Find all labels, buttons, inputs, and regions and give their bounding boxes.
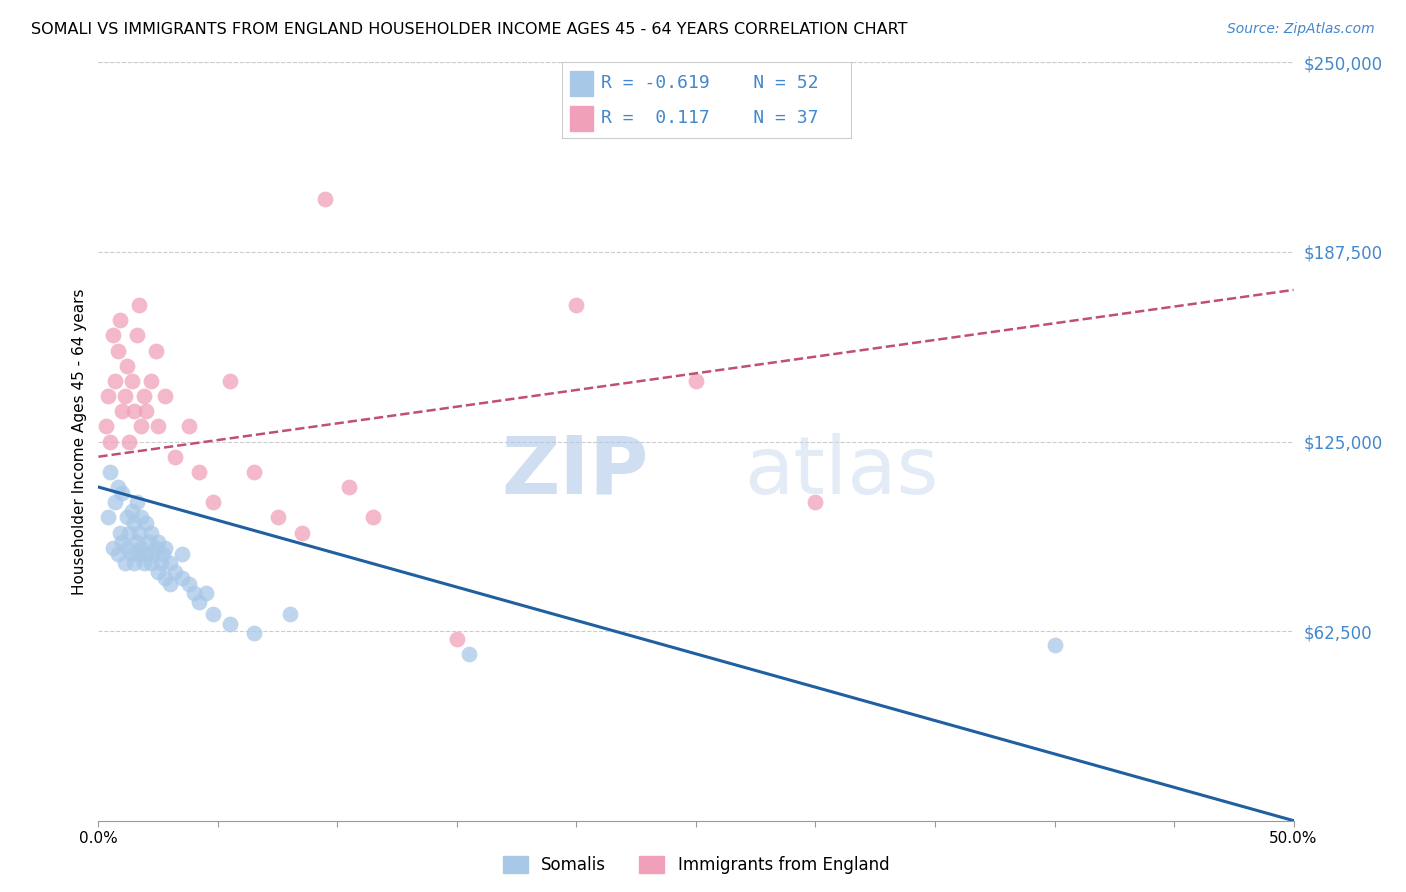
Point [155,389,177,403]
Point [148,534,170,549]
Point [94,419,117,434]
Point [187,465,209,479]
Point [128,547,150,561]
Point [132,389,155,403]
Point [118,434,141,449]
Point [446,632,468,646]
Point [155,571,177,585]
Point [111,486,134,500]
Point [135,404,157,418]
Point [128,298,150,312]
Point [148,419,170,434]
Point [172,571,194,585]
Point [339,480,361,494]
Point [132,556,155,570]
Y-axis label: Householder Income Ages 45 - 64 years: Householder Income Ages 45 - 64 years [72,288,87,595]
Point [202,495,225,509]
Point [291,525,314,540]
Point [104,374,127,388]
Point [187,595,209,609]
Point [804,495,827,509]
Point [172,547,194,561]
Text: SOMALI VS IMMIGRANTS FROM ENGLAND HOUSEHOLDER INCOME AGES 45 - 64 YEARS CORRELAT: SOMALI VS IMMIGRANTS FROM ENGLAND HOUSEH… [31,22,907,37]
Point [124,404,146,418]
Point [179,419,201,434]
Point [159,556,181,570]
Point [315,192,337,206]
Bar [569,105,593,130]
Text: R =  0.117    N = 37: R = 0.117 N = 37 [602,109,818,128]
Point [148,565,170,579]
Point [98,465,122,479]
Point [163,450,186,464]
Point [121,374,143,388]
Text: atlas: atlas [744,433,938,511]
Point [139,374,162,388]
Point [114,389,136,403]
Text: Source: ZipAtlas.com: Source: ZipAtlas.com [1227,22,1375,37]
Point [155,541,177,555]
Point [97,389,120,403]
Point [128,525,150,540]
Point [125,495,148,509]
Point [363,510,385,524]
Point [565,298,588,312]
Point [98,434,122,449]
Point [131,510,153,524]
Point [1043,638,1066,652]
Point [685,374,707,388]
Point [458,647,481,661]
Point [219,374,242,388]
Point [107,547,129,561]
Point [124,516,146,531]
Point [111,534,134,549]
Point [159,577,181,591]
Point [121,504,143,518]
Point [267,510,290,524]
Point [179,577,201,591]
Point [115,359,138,373]
Point [163,565,186,579]
Point [121,547,143,561]
Point [142,547,165,561]
Point [145,343,167,358]
Point [195,586,218,600]
Point [202,607,225,622]
Legend: Somalis, Immigrants from England: Somalis, Immigrants from England [496,849,896,880]
Point [139,556,162,570]
Point [107,480,129,494]
Point [278,607,301,622]
Point [243,625,266,640]
Point [243,465,266,479]
Point [135,547,157,561]
Text: R = -0.619    N = 52: R = -0.619 N = 52 [602,74,818,92]
Point [115,510,138,524]
Point [108,525,131,540]
Point [135,516,157,531]
Point [131,419,153,434]
Point [125,534,148,549]
Point [97,510,120,524]
Point [152,547,174,561]
Point [114,556,136,570]
Point [125,328,148,343]
Point [124,556,146,570]
Point [145,541,167,555]
Point [131,541,153,555]
Point [104,495,127,509]
Bar [569,70,593,95]
Point [111,404,134,418]
Point [139,525,162,540]
Point [101,541,124,555]
Point [101,328,124,343]
Point [108,313,131,327]
Text: ZIP: ZIP [501,433,648,511]
Point [107,343,129,358]
Point [118,525,141,540]
Point [138,534,160,549]
Point [219,616,242,631]
Point [149,556,172,570]
Point [115,541,138,555]
Point [183,586,205,600]
